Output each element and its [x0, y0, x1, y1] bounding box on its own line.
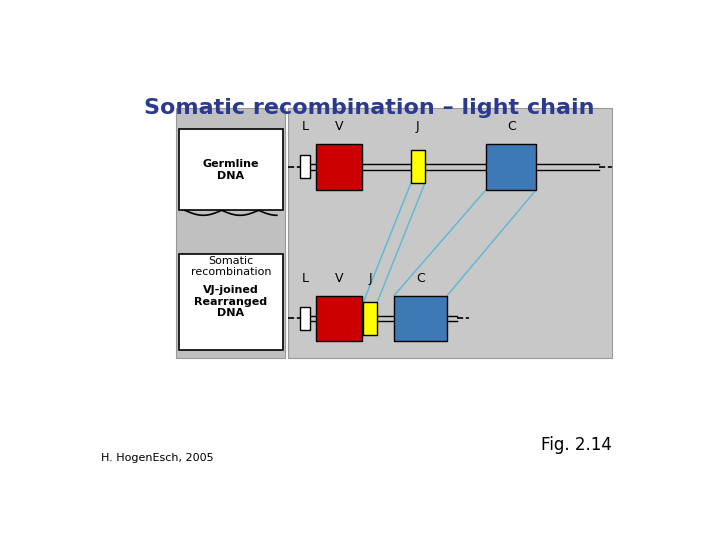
- Bar: [179, 129, 282, 210]
- Bar: [316, 295, 362, 341]
- Text: Fig. 2.14: Fig. 2.14: [541, 436, 612, 454]
- Bar: [300, 155, 310, 178]
- Bar: [288, 109, 612, 358]
- Bar: [316, 144, 362, 190]
- Text: Germline
DNA: Germline DNA: [202, 159, 259, 180]
- Text: H. HogenEsch, 2005: H. HogenEsch, 2005: [101, 453, 214, 463]
- Bar: [411, 150, 425, 183]
- Bar: [364, 302, 377, 335]
- Text: L: L: [302, 120, 308, 133]
- Text: L: L: [302, 272, 308, 285]
- Text: J: J: [369, 272, 372, 285]
- Bar: [179, 254, 282, 349]
- Text: J: J: [416, 120, 420, 133]
- Bar: [486, 144, 536, 190]
- Text: C: C: [416, 272, 425, 285]
- Bar: [300, 307, 310, 330]
- Text: V: V: [335, 272, 343, 285]
- Text: VJ-joined
Rearranged
DNA: VJ-joined Rearranged DNA: [194, 285, 267, 319]
- Bar: [394, 295, 447, 341]
- Text: Somatic recombination – light chain: Somatic recombination – light chain: [144, 98, 594, 118]
- Bar: [176, 109, 285, 358]
- Text: Somatic
recombination: Somatic recombination: [191, 255, 271, 277]
- Text: C: C: [507, 120, 516, 133]
- Text: V: V: [335, 120, 343, 133]
